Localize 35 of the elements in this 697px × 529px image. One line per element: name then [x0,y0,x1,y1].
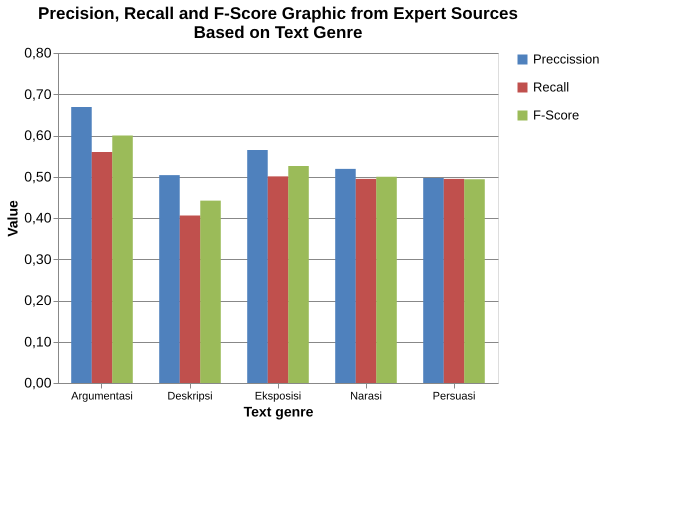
legend-label: Recall [533,80,570,94]
bar [180,216,200,383]
bar [288,166,309,383]
legend-label: Preccission [533,52,600,66]
bar [200,200,221,383]
y-tick-label: 0,70 [24,86,52,102]
bar [112,136,133,383]
y-tick-label: 0,80 [24,44,52,60]
y-tick-label: 0,60 [24,127,52,143]
x-tick-label: Deskripsi [167,390,213,402]
chart-title: Precision, Recall and F-Score Graphic from Expert Sources Based on Text Genre [38,4,518,42]
bar [423,178,444,383]
bar [376,176,397,383]
x-axis-title: Text genre [244,404,314,420]
y-tick-label: 0,50 [24,168,52,184]
x-tick-label: Eksposisi [254,390,302,402]
y-tick-label: 0,00 [24,374,52,390]
bar [159,175,180,383]
y-tick-label: 0,20 [24,292,52,308]
y-axis-title: Value [4,200,20,237]
y-tick-label: 0,40 [24,210,52,226]
y-tick-label: 0,10 [24,333,52,350]
bar [335,168,356,383]
legend-label: F-Score [533,108,580,122]
y-tick-label: 0,30 [24,250,52,267]
bar [444,178,464,383]
bar [92,152,112,383]
bar [71,107,92,383]
x-tick-label: Persuasi [432,390,476,402]
x-tick-label: Narasi [350,390,382,402]
x-tick-label: Argumentasi [71,390,133,402]
bar [247,150,268,383]
bar [464,179,485,383]
bar [268,176,288,383]
bar [356,178,376,383]
